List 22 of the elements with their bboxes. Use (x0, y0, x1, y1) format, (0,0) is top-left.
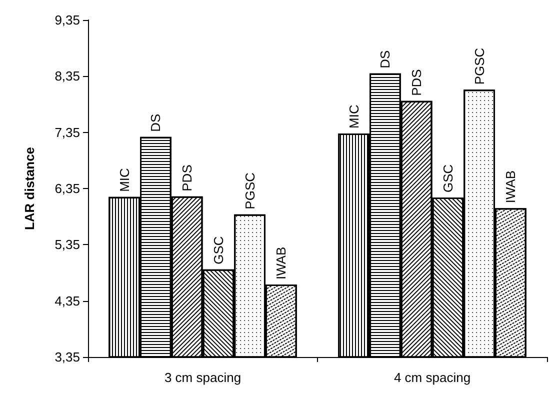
text: GSC (440, 164, 456, 192)
text: PDS (180, 164, 195, 192)
text: GSC (210, 236, 226, 264)
text: PGSC (242, 172, 258, 210)
text: IWAB (274, 246, 289, 280)
y-tick-label: 3,35 (54, 350, 80, 364)
text: MIC (346, 104, 362, 128)
text: DS (378, 50, 393, 68)
y-tick-label: 6,35 (54, 181, 80, 196)
y-tick-label: 5,35 (54, 237, 80, 252)
text: PDS (409, 69, 424, 96)
y-axis-title: LAR distance (22, 146, 37, 230)
x-tick-label: 3 cm spacing (164, 370, 242, 385)
text: PGSC (472, 48, 487, 85)
y-tick-label: 9,35 (54, 12, 80, 28)
text: IWAB (503, 170, 518, 204)
text: DS (148, 113, 164, 132)
y-tick-label: 7,35 (54, 124, 80, 140)
text: MIC (116, 168, 132, 192)
x-tick-label: 4 cm spacing (394, 370, 471, 385)
y-tick-label: 8,35 (54, 68, 80, 84)
y-tick-label: 4,35 (54, 293, 80, 308)
